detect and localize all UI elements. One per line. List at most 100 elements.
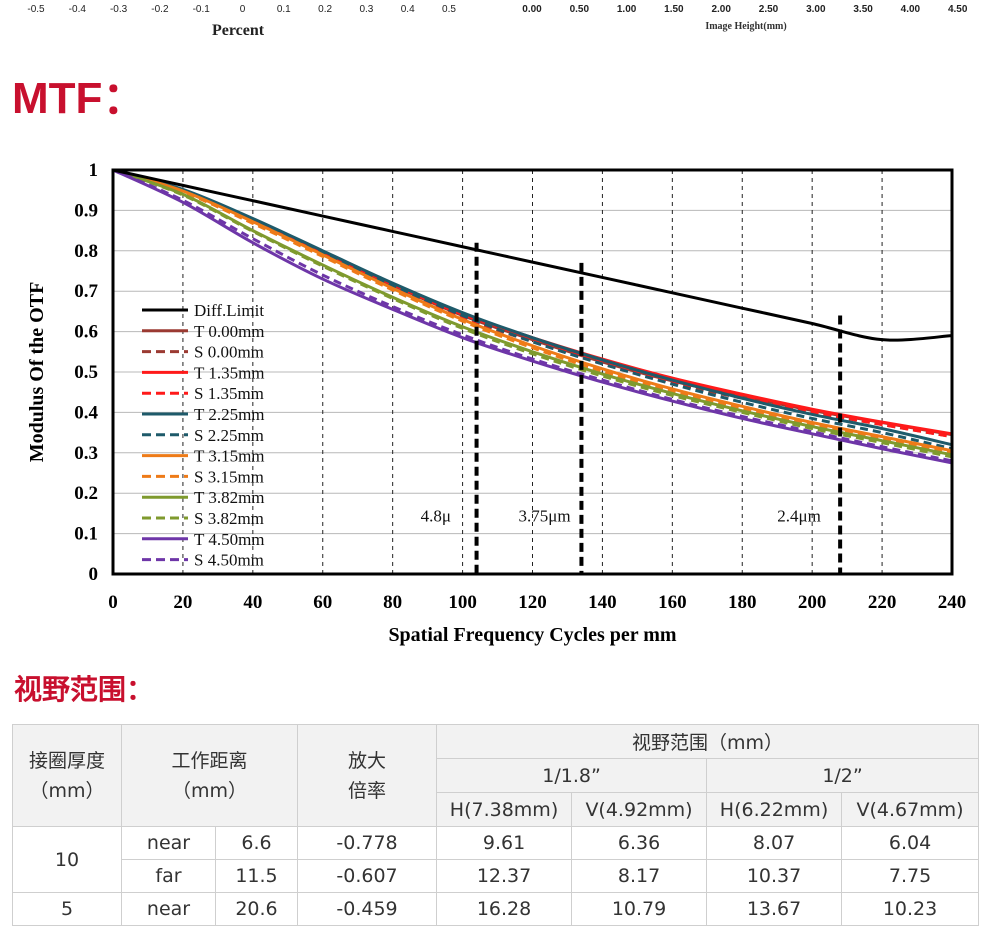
- header-working-distance-line1: 工作距离: [171, 749, 248, 772]
- percent-tick-label: 0: [239, 4, 246, 15]
- x-axis-label: Spatial Frequency Cycles per mm: [388, 624, 676, 646]
- image-height-tick-label: 4.00: [900, 4, 921, 15]
- cell-fov: 8.07: [706, 826, 843, 860]
- image-height-axis-ticks: 0.00 0.50 1.00 1.50 2.00 2.50 3.00 3.50 4.00 4.50: [0, 4, 988, 20]
- table-row: 5 near 20.6 -0.459 16.28 10.79 13.67 10.…: [12, 892, 980, 926]
- plot-border: [111, 168, 954, 576]
- cell-fov: 7.75: [841, 859, 980, 893]
- table-row: 10 near 6.6 -0.778 9.61 6.36 8.07 6.04: [12, 826, 980, 893]
- header-fov: 视野范围（mm）: [436, 724, 980, 759]
- header-ring-thickness-line1: 接圈厚度: [28, 749, 105, 772]
- pixel-size-label: 2.4μm: [777, 506, 821, 525]
- image-height-tick-label: 4.50: [947, 4, 968, 15]
- header-h-6.22: H(6.22mm): [706, 792, 843, 827]
- image-height-tick-label: 1.50: [664, 4, 684, 15]
- cell-fov: 13.67: [706, 892, 843, 926]
- y-tick-label: 0.9: [74, 200, 98, 221]
- x-tick-label: 220: [868, 592, 897, 613]
- cell-fov: 6.36: [571, 826, 708, 860]
- cell-fov: 8.17: [571, 859, 708, 893]
- cell-mag: -0.607: [297, 859, 438, 893]
- x-tick-label: 120: [518, 592, 547, 613]
- legend-label: T 0.00mm: [194, 322, 265, 341]
- y-tick-label: 0.1: [74, 524, 98, 545]
- header-sensor-1-2: 1/2”: [706, 758, 980, 793]
- y-axis-label: Modulus Of the OTF: [26, 282, 48, 463]
- y-tick-label: 0: [89, 564, 99, 585]
- percent-tick-label: 0.2: [318, 4, 333, 15]
- header-ring-thickness-line2: （mm）: [29, 779, 105, 802]
- percent-tick-label: 0.3: [359, 4, 374, 15]
- cell-wd: 20.6: [214, 892, 299, 926]
- y-tick-label: 0.8: [74, 241, 98, 262]
- percent-tick-label: -0.4: [68, 4, 86, 15]
- image-height-tick-label: 3.50: [853, 4, 873, 15]
- cell-thickness: 5: [12, 892, 122, 926]
- header-magnification-line2: 倍率: [348, 779, 387, 802]
- legend-label: S 3.15mm: [194, 467, 264, 486]
- cell-fov: 10.79: [571, 892, 708, 926]
- legend-label: S 3.82mm: [194, 509, 264, 528]
- x-tick-label: 160: [658, 592, 687, 613]
- y-tick-label: 0.7: [74, 281, 98, 302]
- header-sensor-1-1.8: 1/1.8”: [436, 758, 708, 793]
- legend-label: S 1.35mm: [194, 384, 264, 403]
- series-line-diff-limit: [112, 168, 953, 342]
- x-tick-label: 40: [243, 592, 262, 613]
- header-magnification-line1: 放大: [348, 749, 387, 772]
- legend-label: T 2.25mm: [194, 405, 265, 424]
- percent-tick-label: -0.5: [27, 4, 45, 15]
- series-line-t-4-50mm: [112, 168, 953, 465]
- cell-fov: 12.37: [436, 859, 573, 893]
- cell-fov: 10.37: [706, 859, 843, 893]
- fov-table: 接圈厚度 （mm） 工作距离 （mm） 放大 倍率 视野范围（mm） 1/1.8…: [12, 724, 980, 926]
- y-tick-label: 0.3: [74, 443, 98, 464]
- series-line-s-4-50mm: [112, 168, 953, 463]
- percent-tick-label: 0.4: [400, 4, 415, 15]
- x-tick-label: 200: [798, 592, 827, 613]
- header-h-7.38: H(7.38mm): [436, 792, 573, 827]
- image-height-tick-label: 1.00: [616, 4, 637, 15]
- cell-wd-label: far: [121, 859, 216, 893]
- legend-label: T 1.35mm: [194, 363, 265, 382]
- legend-label: Diff.Limit: [194, 301, 264, 320]
- y-tick-label: 0.2: [74, 483, 98, 504]
- percent-tick-label: -0.3: [109, 4, 128, 15]
- x-tick-label: 240: [938, 592, 967, 613]
- legend-label: T 3.82mm: [194, 488, 265, 507]
- image-height-axis-title: Image Height(mm): [705, 21, 787, 32]
- header-v-4.92: V(4.92mm): [571, 792, 708, 827]
- mtf-chart: 4.8μ 3.75μm 2.4μm 0 0.1 0.2 0.3 0.4 0.5 0.6 0.7 0.8…: [0, 140, 988, 660]
- series-line-t-3-82mm: [112, 168, 953, 457]
- previous-charts-strip: -0.5 -0.4 -0.3 -0.2 -0.1 0 0.1 0.2 0.3 0.4 0.5 Per…: [0, 0, 988, 56]
- x-tick-label: 80: [383, 592, 402, 613]
- header-v-4.67: V(4.67mm): [841, 792, 980, 827]
- legend-label: S 4.50mm: [194, 551, 264, 570]
- image-height-tick-label: 0.00: [522, 4, 542, 15]
- image-height-tick-label: 2.50: [758, 4, 779, 15]
- cell-wd-label: near: [121, 826, 216, 860]
- header-working-distance: 工作距离 （mm）: [120, 724, 299, 827]
- header-magnification: 放大 倍率: [297, 724, 438, 827]
- legend-label: T 3.15mm: [194, 447, 265, 466]
- cell-fov: 16.28: [436, 892, 573, 926]
- pixel-size-label: 4.8μ: [421, 506, 451, 525]
- fov-heading: 视野范围：: [14, 673, 155, 706]
- percent-axis-ticks: -0.5 -0.4 -0.3 -0.2 -0.1 0 0.1 0.2 0.3 0.4 0.5: [0, 4, 480, 20]
- percent-axis-title: Percent: [211, 22, 265, 39]
- y-tick-label: 0.6: [74, 322, 98, 343]
- legend-label: S 2.25mm: [194, 426, 264, 445]
- cell-fov: 6.04: [841, 826, 980, 860]
- image-height-tick-label: 2.00: [711, 4, 731, 15]
- cell-wd-label: near: [121, 892, 216, 926]
- percent-tick-label: 0.5: [442, 4, 456, 15]
- mtf-chart-svg: 4.8μ 3.75μm 2.4μm 0 0.1 0.2 0.3 0.4 0.5 0.6 0.7 0.8…: [26, 160, 967, 646]
- y-tick-label: 1: [89, 160, 99, 181]
- series-line-s-3-15mm: [112, 168, 953, 455]
- x-tick-label: 0: [108, 592, 118, 613]
- x-tick-label: 20: [173, 592, 192, 613]
- cell-mag: -0.778: [297, 826, 438, 860]
- x-tick-label: 180: [728, 592, 757, 613]
- cell-mag: -0.459: [297, 892, 438, 926]
- pixel-size-label: 3.75μm: [519, 506, 571, 525]
